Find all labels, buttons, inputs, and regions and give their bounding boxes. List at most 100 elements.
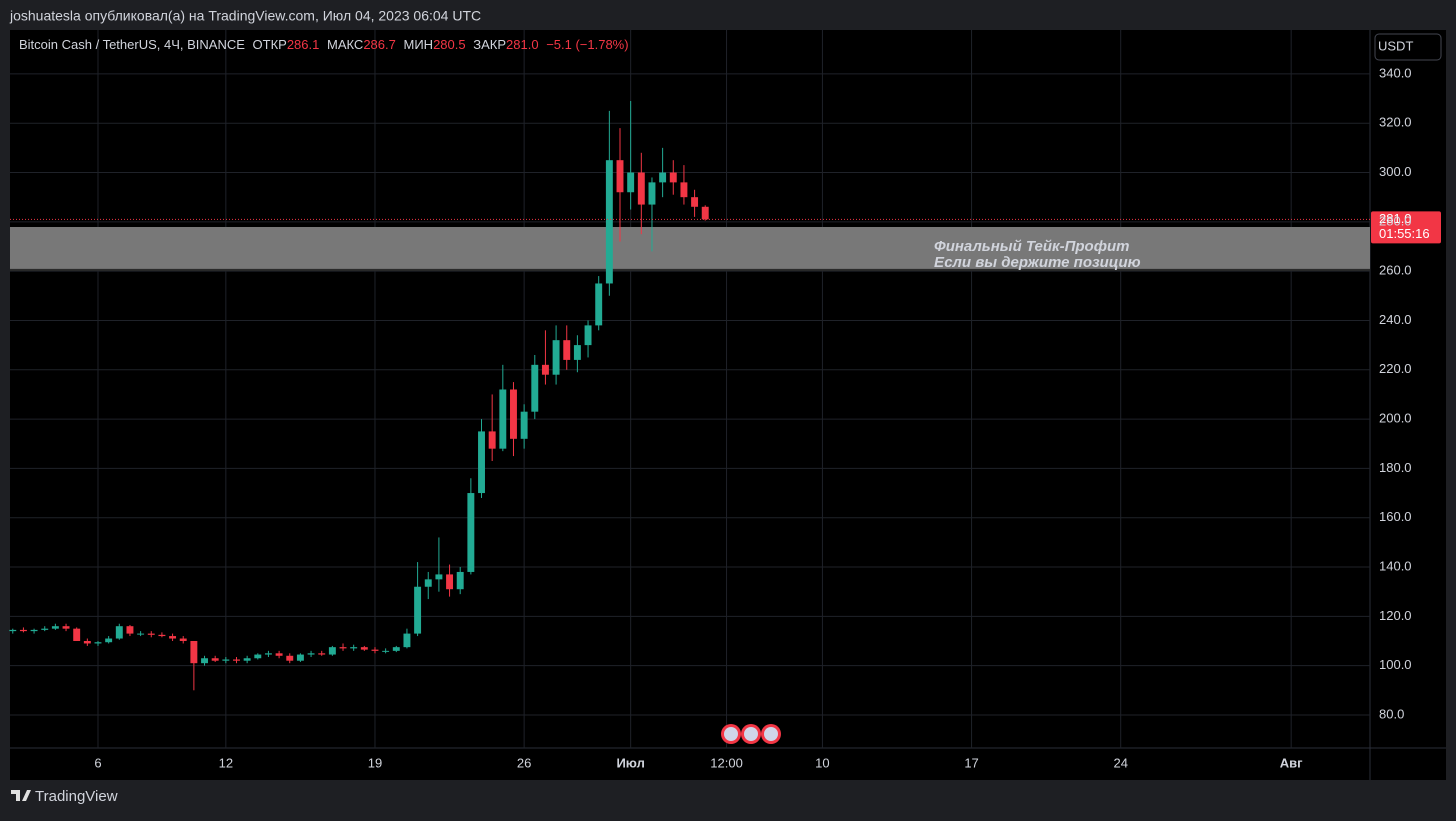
symbol: Bitcoin Cash / TetherUS, 4Ч, BINANCE — [19, 37, 245, 52]
candle-body — [9, 629, 17, 632]
candle-body — [318, 653, 326, 655]
y-tick-label: 300.0 — [1379, 164, 1412, 179]
high-label: МАКС — [327, 37, 363, 52]
y-tick-label: 340.0 — [1379, 65, 1412, 80]
brand-logo: TradingView — [11, 788, 118, 805]
candle-body — [73, 628, 81, 641]
high-value: 286.7 — [363, 37, 396, 52]
candle-body — [169, 636, 177, 639]
candle-body — [296, 654, 304, 661]
candle-body — [680, 182, 688, 198]
y-tick-label: 280.0 — [1379, 213, 1412, 228]
candle-body — [254, 654, 262, 659]
y-tick-label: 200.0 — [1379, 411, 1412, 426]
candle-body — [179, 638, 187, 641]
y-tick-label: 140.0 — [1379, 558, 1412, 573]
candle-body — [701, 206, 709, 220]
candle-body — [499, 389, 507, 449]
candle-body — [531, 364, 539, 412]
y-tick-label: 100.0 — [1379, 657, 1412, 672]
candle-body — [19, 629, 27, 632]
brand-name: TradingView — [35, 788, 118, 805]
candle-body — [669, 172, 677, 183]
candle-body — [190, 640, 198, 664]
candle-body — [264, 653, 272, 655]
candle-body — [350, 647, 358, 649]
flag-face — [764, 727, 778, 741]
candle-body — [328, 647, 336, 655]
x-tick-label: 19 — [368, 755, 382, 770]
x-tick-label: 12 — [219, 755, 233, 770]
candle-body — [659, 172, 667, 183]
y-tick-label: 120.0 — [1379, 608, 1412, 623]
candle-body — [83, 640, 91, 644]
candle-body — [382, 650, 390, 652]
last-price-tag — [1371, 211, 1441, 244]
x-tick-label: Июл — [616, 755, 644, 770]
x-tick-label: 12:00 — [710, 755, 743, 770]
y-tick-label: 180.0 — [1379, 460, 1412, 475]
candle-body — [691, 197, 699, 207]
candle-body — [510, 389, 517, 439]
y-tick-label: 240.0 — [1379, 312, 1412, 327]
candle-body — [520, 411, 528, 439]
flag-face — [724, 727, 738, 741]
candle-body — [115, 626, 123, 639]
currency-label: USDT — [1378, 38, 1413, 53]
x-tick-label: 24 — [1113, 755, 1127, 770]
grid — [10, 30, 1370, 748]
candle-body — [424, 579, 432, 587]
candle-body — [552, 340, 560, 375]
event-flags — [721, 724, 781, 744]
open-value: 286.1 — [287, 37, 320, 52]
candle-body — [211, 658, 219, 661]
candle-body — [158, 634, 166, 637]
zone-note: Если вы держите позицию — [934, 254, 1141, 271]
candle-body — [51, 626, 59, 629]
countdown-label: 01:55:16 — [1379, 226, 1430, 241]
candle-body — [435, 574, 443, 580]
candle-body — [307, 653, 315, 655]
candle-body — [456, 571, 464, 590]
candle-body — [414, 586, 422, 634]
candle-body — [446, 574, 454, 590]
candle-body — [243, 658, 251, 661]
candle-body — [627, 172, 635, 193]
candle-body — [541, 364, 549, 375]
candles — [9, 101, 709, 691]
close-label: ЗАКР — [473, 37, 506, 52]
candle-body — [616, 160, 624, 193]
last-price-label: 281.0 — [1379, 211, 1412, 226]
candle-body — [584, 325, 592, 346]
candle-body — [105, 638, 113, 643]
candle-body — [147, 633, 155, 635]
x-tick-label: Авг — [1280, 755, 1303, 770]
candle-body — [648, 182, 656, 205]
open-label: ОТКР — [253, 37, 287, 52]
time-axis — [10, 748, 1446, 780]
candle-body — [392, 647, 400, 651]
logo-mark — [11, 790, 31, 801]
x-tick-label: 10 — [815, 755, 829, 770]
candle-body — [222, 659, 230, 661]
candle-body — [467, 493, 475, 572]
y-tick-label: 260.0 — [1379, 263, 1412, 278]
candle-body — [233, 659, 240, 661]
candle-body — [488, 431, 496, 449]
candle-body — [573, 345, 581, 360]
candle-body — [605, 160, 613, 284]
y-tick-label: 220.0 — [1379, 361, 1412, 376]
currency-button[interactable] — [1374, 33, 1442, 61]
low-value: 280.5 — [433, 37, 466, 52]
candle-body — [595, 283, 603, 326]
price-axis — [1370, 30, 1446, 748]
candle-body — [637, 172, 645, 205]
candle-body — [62, 626, 70, 629]
candle-body — [563, 340, 571, 360]
x-tick-label: 17 — [964, 755, 978, 770]
candle-body — [41, 628, 49, 630]
legend: Bitcoin Cash / TetherUS, 4Ч, BINANCE ОТК… — [19, 37, 629, 52]
candle-body — [126, 626, 134, 634]
